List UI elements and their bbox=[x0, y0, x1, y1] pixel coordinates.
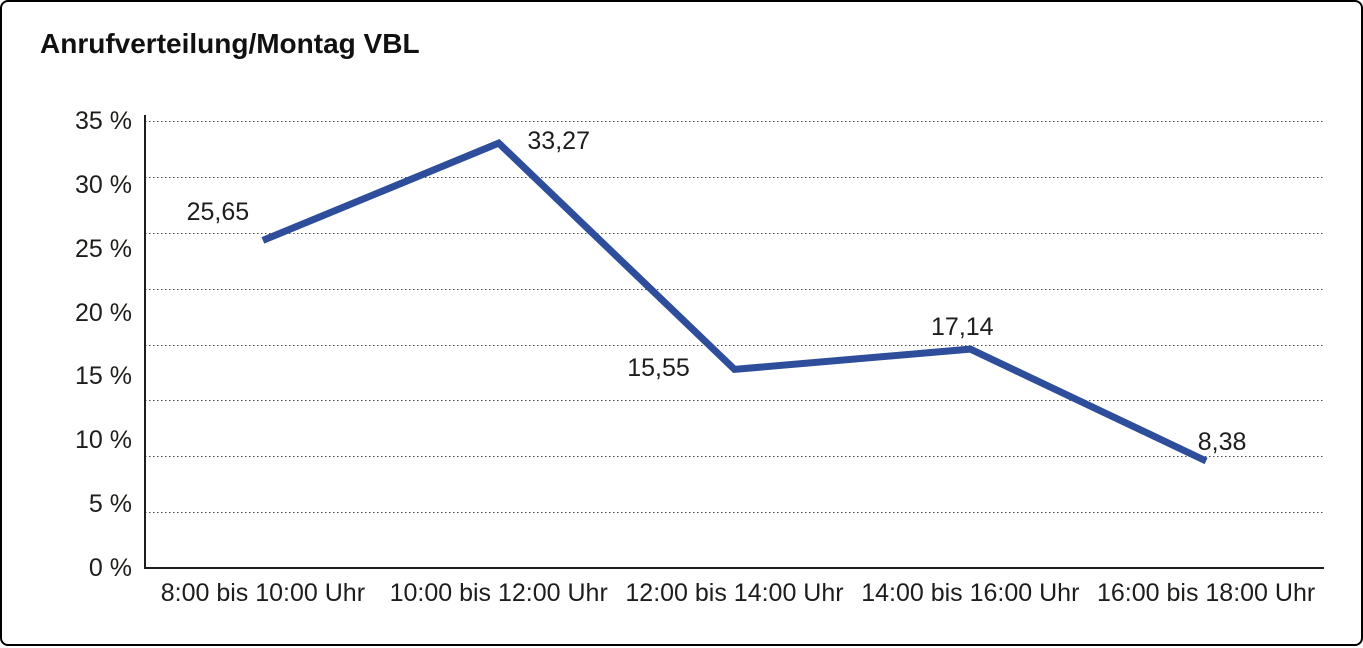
x-tick-label: 8:00 bis 10:00 Uhr bbox=[160, 579, 366, 607]
data-point-label: 33,27 bbox=[527, 127, 590, 156]
y-tick-label: 0 % bbox=[88, 554, 132, 582]
y-tick-label: 10 % bbox=[75, 426, 132, 455]
x-tick-label: 12:00 bis 14:00 Uhr bbox=[625, 579, 844, 607]
chart-title: Anrufverteilung/Montag VBL bbox=[40, 28, 420, 59]
y-tick-label: 35 % bbox=[75, 107, 132, 135]
x-tick-label: 14:00 bis 16:00 Uhr bbox=[861, 579, 1080, 607]
data-point-label: 15,55 bbox=[627, 354, 690, 383]
data-series-line bbox=[261, 138, 1208, 465]
data-point-label: 8,38 bbox=[1197, 427, 1247, 456]
x-tick-label: 16:00 bis 18:00 Uhr bbox=[1096, 579, 1316, 607]
y-tick-label: 30 % bbox=[75, 170, 132, 199]
data-point-label: 17,14 bbox=[931, 313, 994, 342]
data-point-label: 25,65 bbox=[186, 198, 250, 227]
y-tick-label: 25 % bbox=[75, 234, 132, 263]
y-tick-label: 15 % bbox=[75, 362, 132, 391]
y-tick-label: 5 % bbox=[88, 490, 132, 519]
y-tick-label: 20 % bbox=[75, 298, 132, 327]
x-tick-label: 10:00 bis 12:00 Uhr bbox=[389, 579, 608, 607]
